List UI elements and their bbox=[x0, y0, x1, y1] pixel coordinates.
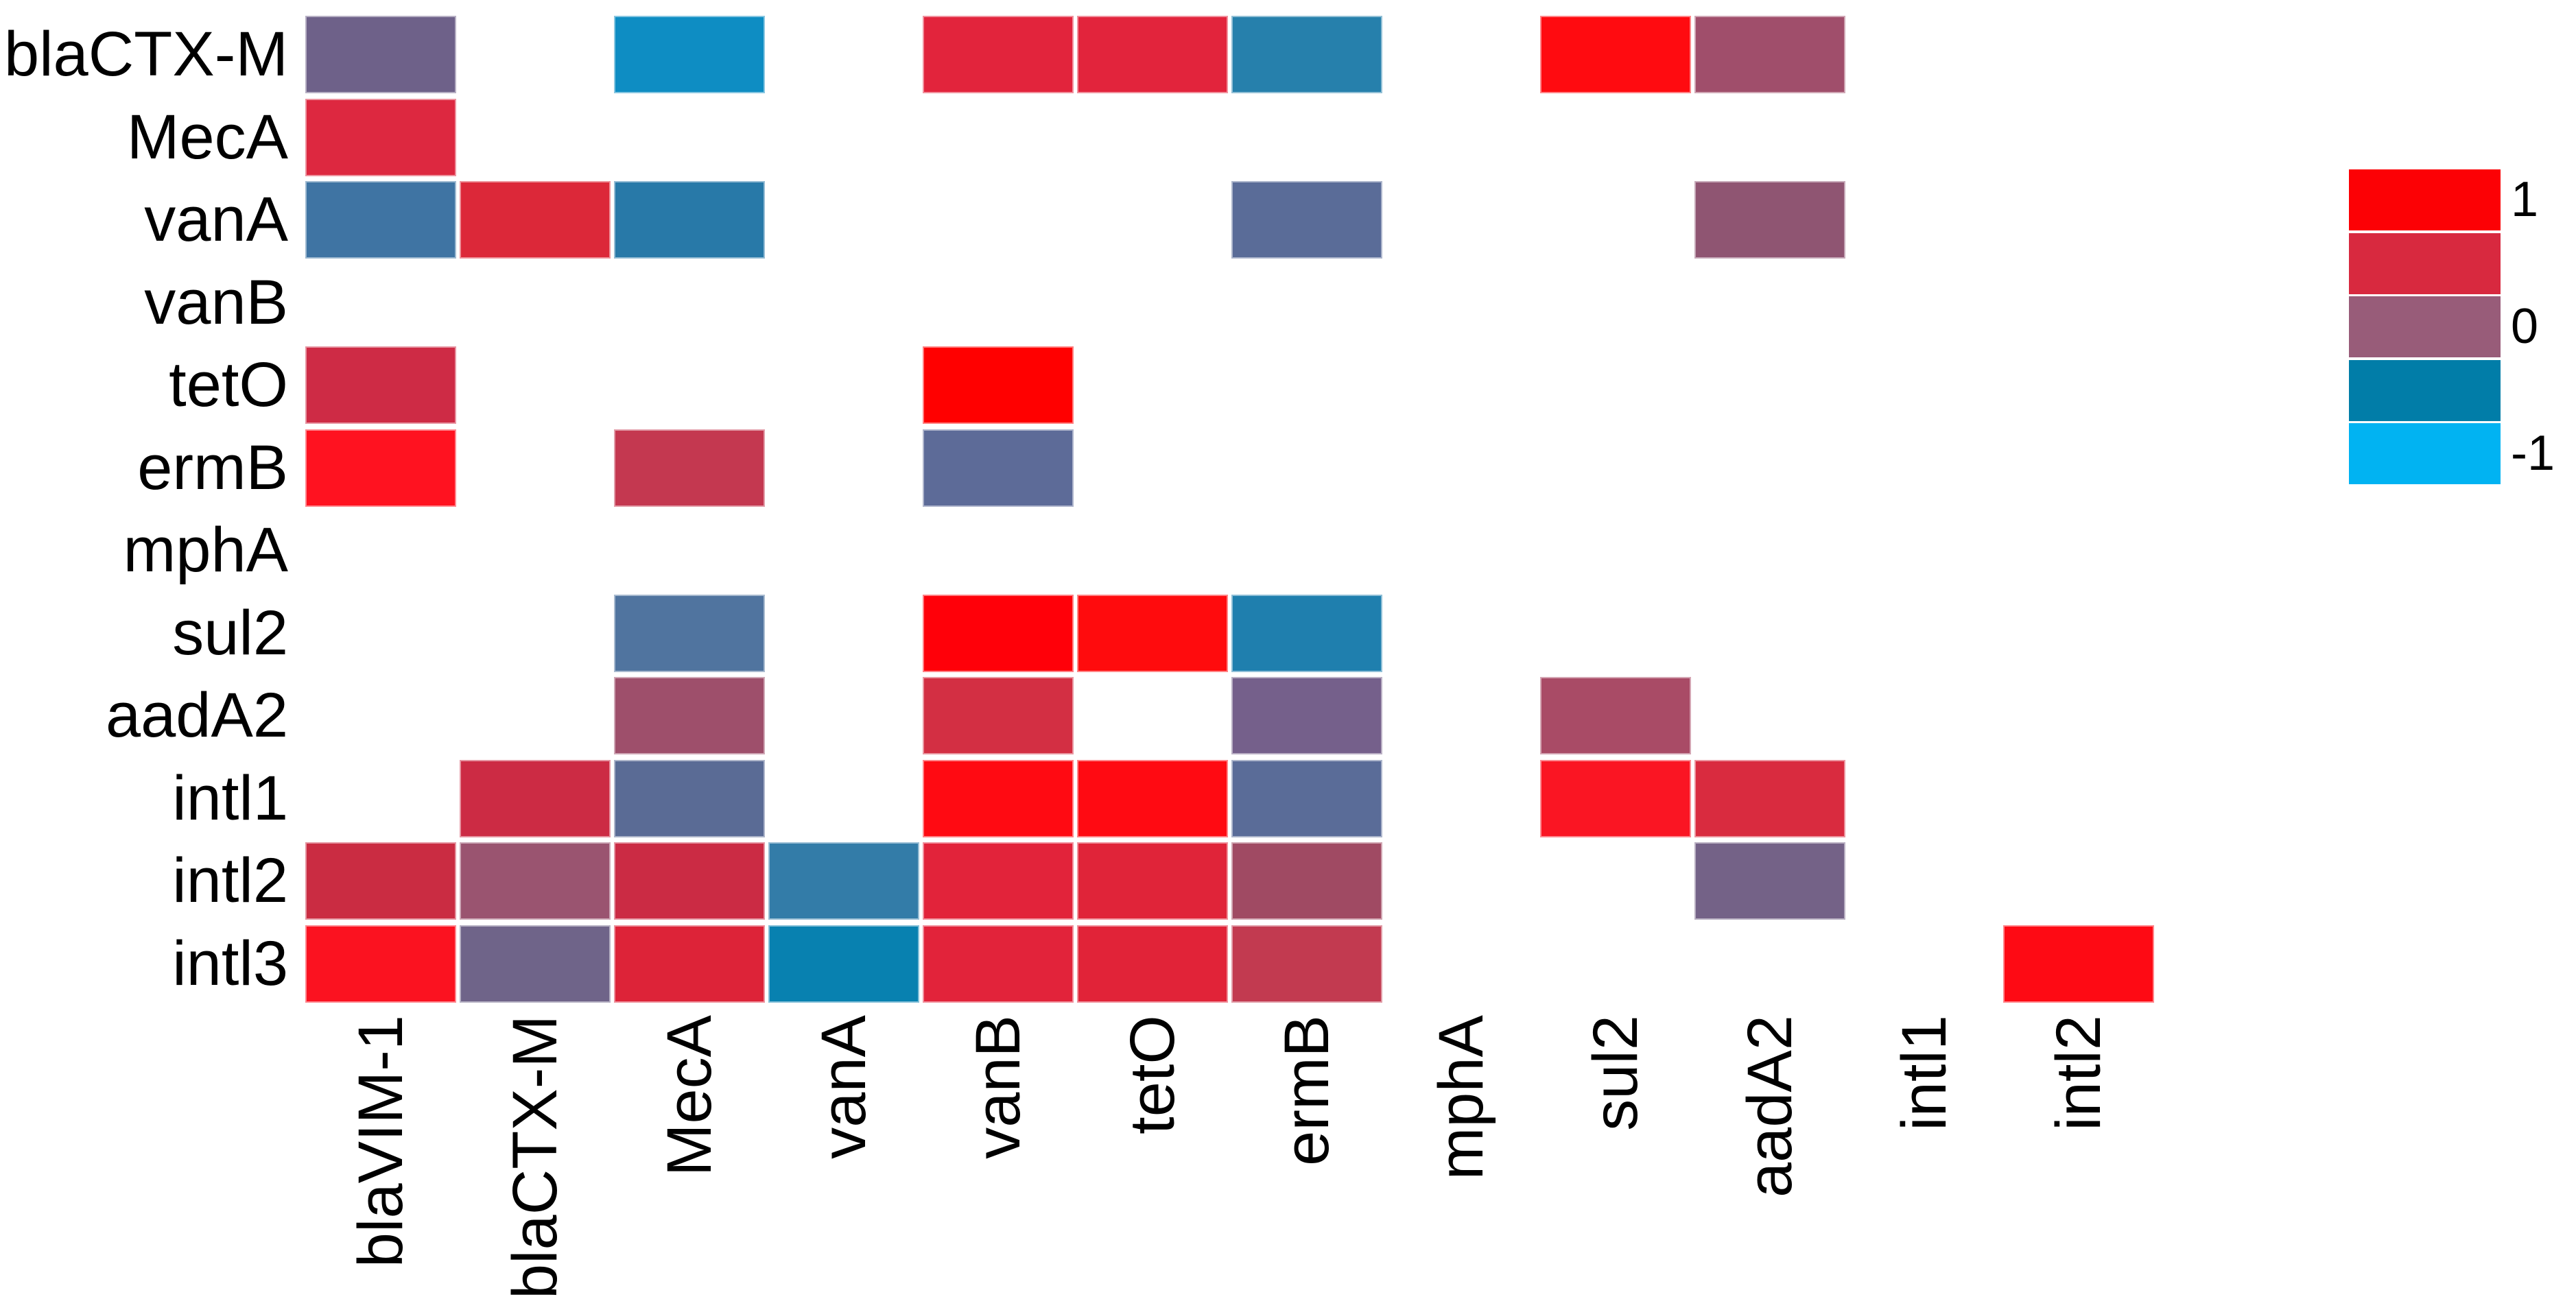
heatmap-cell-aadA2-ermB bbox=[1231, 677, 1382, 754]
row-label-blaCTX-M: blaCTX-M bbox=[3, 19, 288, 89]
col-label-vanB: vanB bbox=[963, 1015, 1033, 1159]
heatmap-cell-intl2-ermB bbox=[1231, 842, 1382, 920]
heatmap-cell-sul2-tetO bbox=[1077, 594, 1228, 672]
heatmap-cell-sul2-MecA bbox=[614, 594, 765, 672]
heatmap-cell-intl3-vanA bbox=[768, 925, 919, 1003]
heatmap-cell-intl2-aadA2 bbox=[1694, 842, 1845, 920]
col-label-sul2: sul2 bbox=[1581, 1015, 1651, 1131]
heatmap-cell-intl3-vanB bbox=[923, 925, 1074, 1003]
row-label-sul2: sul2 bbox=[172, 597, 288, 668]
heatmap-cell-intl3-blaCTX-M bbox=[460, 925, 611, 1003]
col-label-intl2: intl2 bbox=[2044, 1015, 2114, 1131]
heatmap-cell-vanA-ermB bbox=[1231, 181, 1382, 259]
heatmap-cell-aadA2-sul2 bbox=[1540, 677, 1691, 754]
heatmap-cell-intl2-tetO bbox=[1077, 842, 1228, 920]
heatmap-cell-ermB-vanB bbox=[923, 429, 1074, 507]
heatmap-cell-intl2-vanA bbox=[768, 842, 919, 920]
col-label-mphA: mphA bbox=[1426, 1015, 1496, 1180]
heatmap-cell-vanA-MecA bbox=[614, 181, 765, 259]
heatmap-cell-aadA2-vanB bbox=[923, 677, 1074, 754]
heatmap-cell-intl2-vanB bbox=[923, 842, 1074, 920]
heatmap-cell-intl1-ermB bbox=[1231, 759, 1382, 837]
row-label-ermB: ermB bbox=[137, 432, 288, 503]
heatmap-cell-blaCTX-M-tetO bbox=[1077, 16, 1228, 93]
row-label-vanA: vanA bbox=[144, 184, 288, 254]
row-label-intl1: intl1 bbox=[172, 763, 288, 833]
heatmap-cell-blaCTX-M-blaVIM-1 bbox=[305, 16, 456, 93]
col-label-vanA: vanA bbox=[809, 1015, 879, 1159]
heatmap-cell-intl2-MecA bbox=[614, 842, 765, 920]
col-label-blaVIM-1: blaVIM-1 bbox=[346, 1015, 416, 1268]
legend-swatch-3 bbox=[2349, 359, 2501, 421]
heatmap-cell-intl1-aadA2 bbox=[1694, 759, 1845, 837]
row-label-MecA: MecA bbox=[126, 102, 288, 172]
col-label-blaCTX-M: blaCTX-M bbox=[500, 1015, 570, 1299]
legend-swatch-2 bbox=[2349, 296, 2501, 357]
heatmap-cell-vanA-blaCTX-M bbox=[460, 181, 611, 259]
heatmap-cell-intl3-tetO bbox=[1077, 925, 1228, 1003]
heatmap-cell-tetO-vanB bbox=[923, 346, 1074, 424]
heatmap-cell-intl2-blaVIM-1 bbox=[305, 842, 456, 920]
col-label-aadA2: aadA2 bbox=[1735, 1015, 1805, 1198]
legend-swatch-4 bbox=[2349, 423, 2501, 484]
col-label-tetO: tetO bbox=[1118, 1015, 1187, 1134]
heatmap-cell-intl3-ermB bbox=[1231, 925, 1382, 1003]
heatmap-cell-vanA-blaVIM-1 bbox=[305, 181, 456, 259]
legend-tick-label--1: -1 bbox=[2511, 426, 2555, 481]
heatmap-cell-intl3-MecA bbox=[614, 925, 765, 1003]
heatmap-cell-sul2-ermB bbox=[1231, 594, 1382, 672]
col-label-intl1: intl1 bbox=[1889, 1015, 1959, 1131]
legend-swatch-1 bbox=[2349, 233, 2501, 294]
heatmap-cell-intl1-sul2 bbox=[1540, 759, 1691, 837]
heatmap-cell-intl1-blaCTX-M bbox=[460, 759, 611, 837]
heatmap-cell-ermB-blaVIM-1 bbox=[305, 429, 456, 507]
legend-swatch-0 bbox=[2349, 169, 2501, 230]
row-label-tetO: tetO bbox=[169, 350, 288, 420]
heatmap-cell-blaCTX-M-sul2 bbox=[1540, 16, 1691, 93]
heatmap-cell-aadA2-MecA bbox=[614, 677, 765, 754]
row-label-aadA2: aadA2 bbox=[105, 680, 288, 750]
heatmap-cell-intl3-blaVIM-1 bbox=[305, 925, 456, 1003]
heatmap-cell-MecA-blaVIM-1 bbox=[305, 98, 456, 176]
heatmap-cell-blaCTX-M-vanB bbox=[923, 16, 1074, 93]
heatmap-cell-ermB-MecA bbox=[614, 429, 765, 507]
legend-tick-label-0: 0 bbox=[2511, 299, 2539, 354]
col-label-MecA: MecA bbox=[654, 1015, 724, 1177]
heatmap-cell-vanA-aadA2 bbox=[1694, 181, 1845, 259]
heatmap-cell-sul2-vanB bbox=[923, 594, 1074, 672]
heatmap-cell-intl1-tetO bbox=[1077, 759, 1228, 837]
heatmap-cell-intl1-vanB bbox=[923, 759, 1074, 837]
row-label-intl3: intl3 bbox=[172, 928, 288, 999]
col-label-ermB: ermB bbox=[1272, 1015, 1342, 1166]
heatmap-cell-blaCTX-M-ermB bbox=[1231, 16, 1382, 93]
heatmap-cell-intl1-MecA bbox=[614, 759, 765, 837]
heatmap-cell-intl3-intl2 bbox=[2003, 925, 2154, 1003]
row-label-vanB: vanB bbox=[144, 267, 288, 337]
heatmap-cell-blaCTX-M-aadA2 bbox=[1694, 16, 1845, 93]
row-label-intl2: intl2 bbox=[172, 846, 288, 916]
legend-tick-label-1: 1 bbox=[2511, 172, 2539, 227]
heatmap-cell-intl2-blaCTX-M bbox=[460, 842, 611, 920]
heatmap-cell-tetO-blaVIM-1 bbox=[305, 346, 456, 424]
heatmap-cell-blaCTX-M-MecA bbox=[614, 16, 765, 93]
row-label-mphA: mphA bbox=[123, 515, 288, 585]
